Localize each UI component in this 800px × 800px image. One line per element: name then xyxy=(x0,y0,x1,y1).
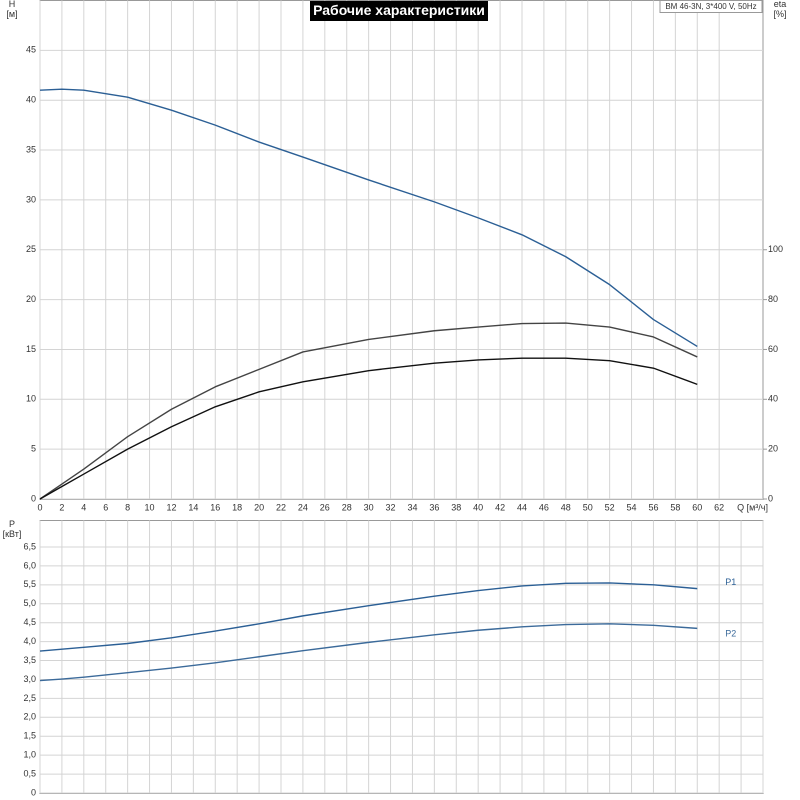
y-axis-unit: [м] xyxy=(6,9,17,19)
y-tick-label: 5,5 xyxy=(23,579,36,589)
x-tick-label: 14 xyxy=(188,502,198,512)
y2-tick-label: 60 xyxy=(768,344,778,354)
data-line xyxy=(39,623,698,682)
y-tick-label: 2,5 xyxy=(23,693,36,703)
y-tick-label: 2,0 xyxy=(23,712,36,722)
y-tick-label: 40 xyxy=(26,95,36,105)
x-tick-label: 56 xyxy=(648,502,658,512)
y-tick-label: 35 xyxy=(26,144,36,154)
y-tick-label: 1,0 xyxy=(23,750,36,760)
x-axis-label: Q [м³/ч] xyxy=(737,502,768,512)
y-tick-label: 3,5 xyxy=(23,655,36,665)
y-tick-label: 3,0 xyxy=(23,674,36,684)
x-tick-label: 10 xyxy=(145,502,155,512)
x-tick-label: 48 xyxy=(561,502,571,512)
x-tick-label: 60 xyxy=(692,502,702,512)
x-tick-label: 34 xyxy=(407,502,417,512)
x-tick-label: 44 xyxy=(517,502,527,512)
x-tick-label: 6 xyxy=(103,502,108,512)
y-tick-label: 5,0 xyxy=(23,598,36,608)
legend-label: P2 xyxy=(725,629,736,639)
y-tick-label: 20 xyxy=(26,294,36,304)
y-axis-label: H xyxy=(9,0,16,9)
x-tick-label: 28 xyxy=(342,502,352,512)
x-tick-label: 20 xyxy=(254,502,264,512)
x-tick-label: 32 xyxy=(386,502,396,512)
y-tick-label: 30 xyxy=(26,194,36,204)
x-tick-label: 24 xyxy=(298,502,308,512)
x-tick-label: 16 xyxy=(210,502,220,512)
y-tick-label: 0 xyxy=(31,493,36,503)
x-tick-label: 42 xyxy=(495,502,505,512)
x-tick-label: 36 xyxy=(429,502,439,512)
x-tick-label: 54 xyxy=(627,502,637,512)
y-axis-unit: [кВт] xyxy=(3,529,22,539)
x-tick-label: 26 xyxy=(320,502,330,512)
y-tick-label: 25 xyxy=(26,244,36,254)
y2-axis-unit: [%] xyxy=(773,9,786,19)
x-tick-label: 0 xyxy=(37,502,42,512)
x-tick-label: 2 xyxy=(59,502,64,512)
y-tick-label: 5 xyxy=(31,444,36,454)
y-tick-label: 1,5 xyxy=(23,731,36,741)
data-line xyxy=(39,88,698,348)
y-tick-label: 0,5 xyxy=(23,768,36,778)
x-tick-label: 22 xyxy=(276,502,286,512)
data-line xyxy=(39,322,698,500)
x-tick-label: 4 xyxy=(81,502,86,512)
annotation-box xyxy=(659,0,763,13)
y-tick-label: 6,5 xyxy=(23,541,36,551)
y2-axis-label: eta xyxy=(774,0,787,9)
y2-tick-label: 20 xyxy=(768,444,778,454)
chart-title: Рабочие характеристики xyxy=(313,2,485,18)
y-tick-label: 4,5 xyxy=(23,617,36,627)
y2-tick-label: 40 xyxy=(768,394,778,404)
y-tick-label: 15 xyxy=(26,344,36,354)
y-axis-label: P xyxy=(9,519,15,529)
x-tick-label: 18 xyxy=(232,502,242,512)
grid xyxy=(39,0,763,500)
x-tick-label: 40 xyxy=(473,502,483,512)
x-tick-label: 50 xyxy=(583,502,593,512)
x-tick-label: 30 xyxy=(364,502,374,512)
annotation: BM 46-3N, 3*400 V, 50Hz xyxy=(665,2,756,11)
x-tick-label: 12 xyxy=(166,502,176,512)
y2-tick-label: 80 xyxy=(768,294,778,304)
x-tick-label: 46 xyxy=(539,502,549,512)
x-tick-label: 38 xyxy=(451,502,461,512)
x-tick-label: 62 xyxy=(714,502,724,512)
grid xyxy=(39,520,764,794)
y-tick-label: 0 xyxy=(31,787,36,797)
y2-tick-label: 100 xyxy=(768,244,783,254)
y-tick-label: 6,0 xyxy=(23,560,36,570)
x-tick-label: 8 xyxy=(125,502,130,512)
legend-label: P1 xyxy=(725,577,736,587)
y2-tick-label: 0 xyxy=(768,493,773,503)
y-tick-label: 4,0 xyxy=(23,636,36,646)
y-tick-label: 10 xyxy=(26,394,36,404)
y-tick-label: 45 xyxy=(26,45,36,55)
x-tick-label: 52 xyxy=(605,502,615,512)
plot-frame xyxy=(39,520,764,794)
x-tick-label: 58 xyxy=(670,502,680,512)
data-line xyxy=(39,357,698,500)
title-box xyxy=(310,1,488,21)
data-line xyxy=(39,582,698,652)
